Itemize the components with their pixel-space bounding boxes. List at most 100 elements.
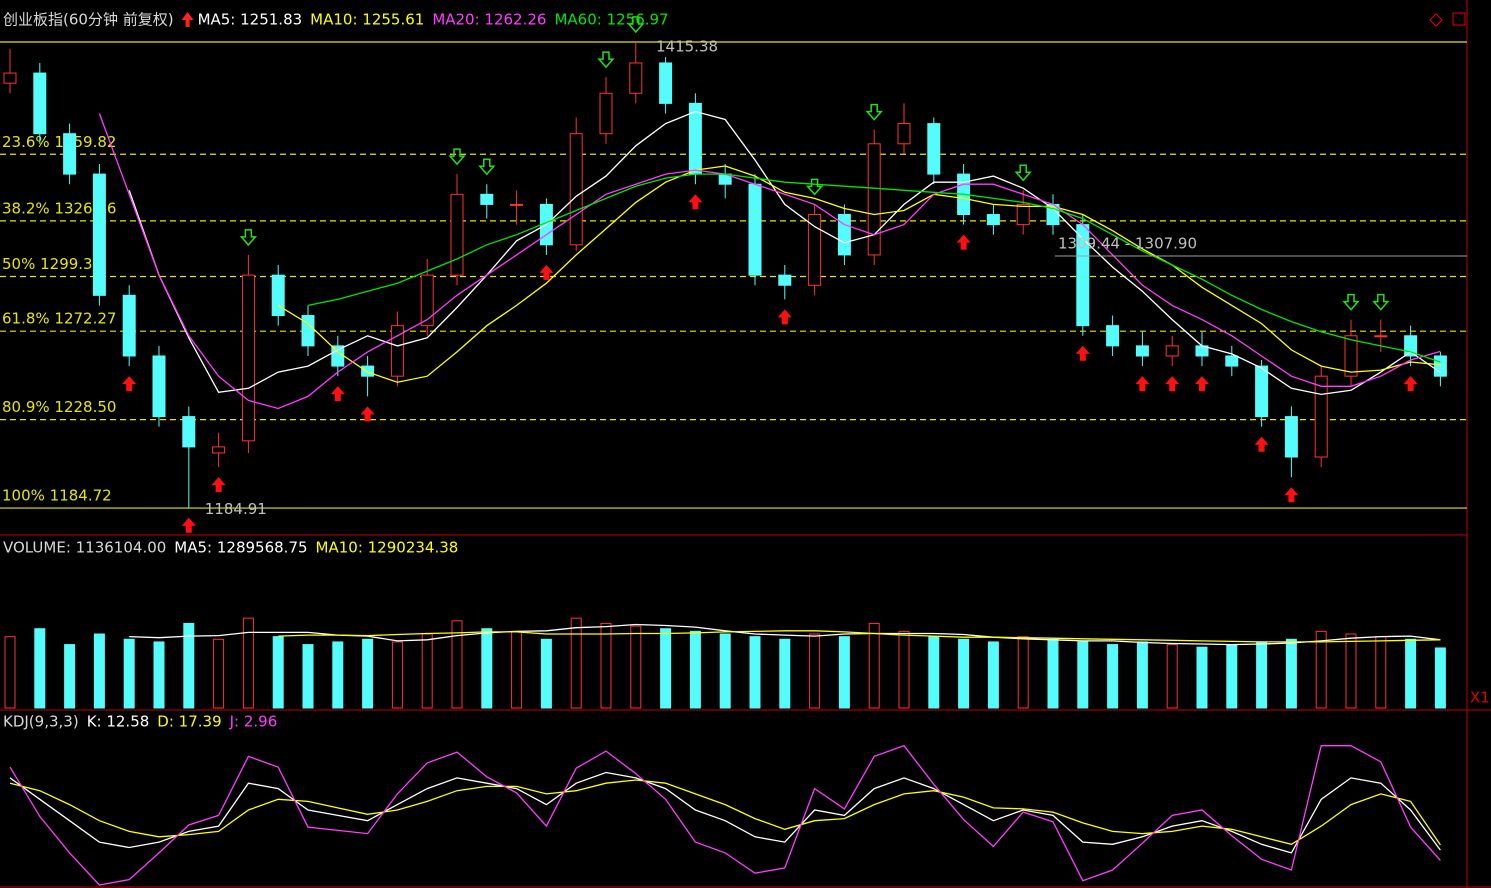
- volume-bar: [451, 620, 463, 709]
- volume-ma-line: [278, 630, 1441, 643]
- sell-arrow: [597, 51, 615, 69]
- range-annotation: 1309.44 - 1307.90: [1058, 235, 1197, 253]
- legend-entry: MA60: 1256.97: [554, 11, 668, 29]
- candle-body: [1255, 365, 1269, 418]
- sell-arrow: [448, 148, 466, 166]
- buy-arrow: [181, 517, 196, 533]
- volume-bar: [570, 617, 582, 709]
- volume-bar: [719, 633, 731, 709]
- volume-bar: [898, 630, 910, 709]
- fib-label: 80.9% 1228.50: [2, 398, 116, 416]
- buy-arrow: [777, 309, 792, 325]
- candle-body: [688, 102, 702, 175]
- candle-body: [420, 274, 434, 327]
- candle-body: [1433, 355, 1447, 377]
- volume-bar: [242, 617, 254, 709]
- candle-body: [301, 315, 315, 347]
- volume-bar: [213, 638, 225, 709]
- buy-arrow: [1254, 436, 1269, 452]
- volume-bar: [511, 630, 523, 709]
- legend-entry: J: 2.96: [229, 713, 278, 731]
- volume-bar: [1375, 636, 1387, 709]
- sell-arrow: [865, 103, 883, 121]
- high-annotation: 1415.38: [656, 37, 718, 55]
- candle-body: [867, 143, 881, 256]
- volume-bar: [1256, 641, 1268, 709]
- scale-label: X1: [1470, 689, 1490, 707]
- volume-bar: [4, 636, 16, 709]
- volume-bar: [660, 628, 672, 709]
- buy-arrow: [122, 376, 137, 392]
- volume-bar: [1166, 644, 1178, 709]
- fib-label: 50% 1299.31: [2, 255, 102, 273]
- volume-bar: [1196, 646, 1208, 709]
- volume-bar: [302, 644, 314, 709]
- buy-arrow: [1135, 376, 1150, 392]
- volume-bar: [391, 641, 403, 709]
- candle-body: [1314, 375, 1328, 458]
- volume-bar: [1017, 636, 1029, 709]
- candle-body: [1135, 345, 1149, 357]
- candle-body: [1106, 325, 1120, 347]
- candle-body: [1374, 335, 1388, 338]
- candle-body: [3, 72, 17, 84]
- legend-icon: [181, 12, 194, 27]
- volume-bar: [868, 622, 880, 709]
- volume-bar: [1285, 638, 1297, 709]
- buy-arrow: [1075, 345, 1090, 361]
- candle-body: [271, 274, 285, 317]
- candle-body: [659, 62, 673, 104]
- volume-bar: [64, 644, 76, 709]
- volume-bar: [183, 622, 195, 709]
- volume-bar: [1434, 647, 1446, 709]
- candle-body: [33, 72, 47, 135]
- candle-body: [569, 133, 583, 246]
- legend-entry: MA5: 1289568.75: [174, 539, 307, 557]
- sell-arrow: [239, 229, 258, 247]
- option-icon[interactable]: [1429, 13, 1443, 27]
- buy-arrow: [1165, 376, 1180, 392]
- volume-bar: [34, 628, 46, 709]
- candle-body: [92, 173, 106, 296]
- close-icon[interactable]: [1452, 12, 1466, 26]
- fib-label: 38.2% 1326.86: [2, 199, 116, 217]
- volume-bar: [1107, 644, 1119, 709]
- fib-label: 61.8% 1272.27: [2, 310, 116, 328]
- sell-arrow: [478, 158, 496, 176]
- candle-body: [986, 214, 1000, 226]
- volume-bar: [1047, 638, 1059, 709]
- volume-bar: [332, 641, 344, 709]
- ma-line: [98, 113, 1441, 410]
- candle-body: [778, 274, 792, 286]
- buy-arrow: [1284, 487, 1299, 503]
- buy-arrow: [330, 386, 345, 402]
- buy-arrow: [1195, 376, 1209, 392]
- candle-body: [450, 193, 464, 276]
- fib-label: 23.6% 1359.82: [2, 133, 116, 151]
- candle-body: [480, 193, 494, 205]
- ma-line: [277, 165, 1441, 383]
- ma-line: [128, 110, 1441, 396]
- sell-arrow: [1342, 293, 1360, 311]
- ma-line: [307, 173, 1441, 363]
- sell-arrow: [1014, 164, 1032, 182]
- kdj-line: [9, 779, 1441, 846]
- candle-body: [122, 294, 136, 357]
- fib-label: 100% 1184.72: [2, 487, 112, 505]
- volume-bar: [600, 622, 612, 709]
- candle-body: [897, 123, 911, 145]
- buy-arrow: [211, 477, 226, 493]
- candle-body: [152, 355, 166, 418]
- volume-bar: [362, 638, 374, 709]
- candle-body: [241, 274, 255, 442]
- sell-arrow: [1372, 293, 1390, 311]
- volume-bar: [630, 625, 642, 709]
- candle-body: [182, 416, 196, 448]
- volume-bar: [123, 638, 135, 709]
- candle-body: [212, 446, 226, 454]
- candle-body: [837, 214, 851, 256]
- volume-bar: [928, 636, 940, 709]
- volume-bar: [272, 636, 284, 709]
- volume-bar: [540, 638, 552, 709]
